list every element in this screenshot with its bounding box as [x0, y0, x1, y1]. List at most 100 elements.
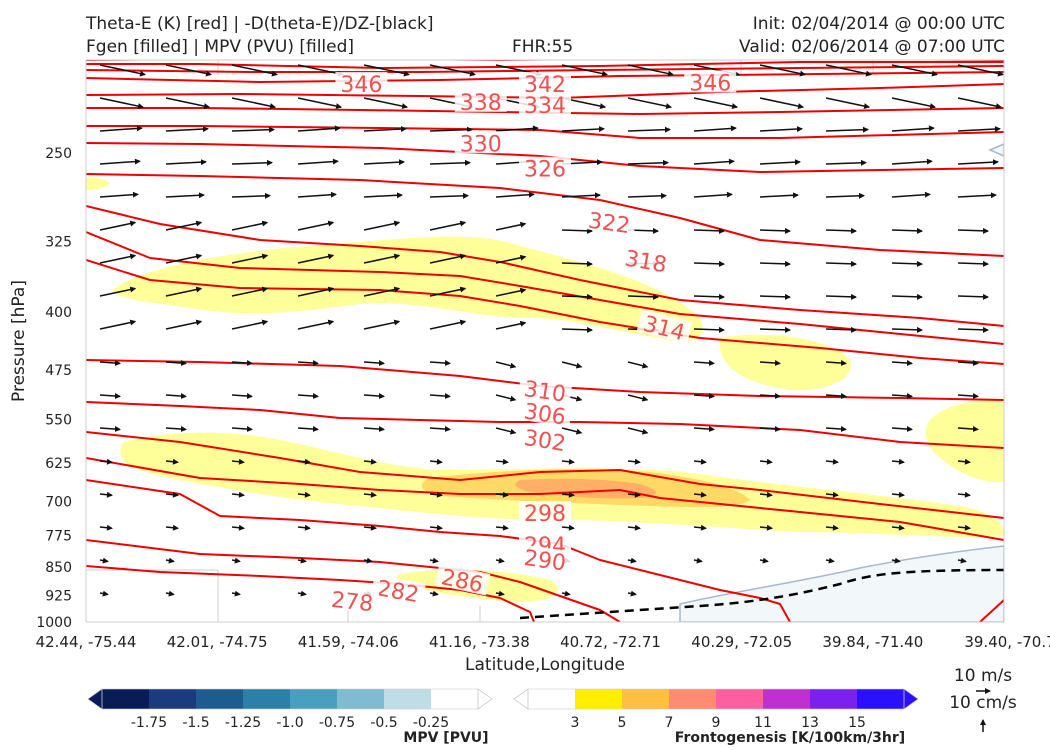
wind-vector	[429, 220, 467, 231]
colorbar-swatch	[857, 689, 905, 709]
wind-vector	[429, 491, 443, 498]
theta-e-contour	[86, 107, 1004, 115]
wind-vector	[495, 524, 509, 531]
wind-vector	[165, 393, 187, 400]
fgen-colorbar-label: Frontogenesis [K/100km/3hr]	[675, 730, 905, 746]
wind-vector	[297, 220, 335, 231]
colorbar-tick-label: -1.25	[225, 715, 261, 731]
wind-vector	[231, 393, 253, 400]
wind-vector	[627, 192, 667, 199]
wind-vector	[231, 557, 241, 564]
wind-vector	[297, 191, 337, 198]
wind-vector	[825, 97, 871, 110]
wind-vector	[495, 394, 517, 402]
wind-vector	[100, 626, 108, 627]
wind-vector	[957, 557, 967, 564]
x-axis-label: Latitude,Longitude	[465, 655, 625, 675]
wind-vector	[561, 126, 605, 133]
wind-vector	[231, 491, 245, 498]
wind-vector	[297, 158, 339, 165]
colorbar-swatch	[810, 689, 858, 709]
wind-vector	[693, 227, 725, 234]
wind-vector	[627, 458, 641, 465]
wind-vector	[957, 192, 997, 199]
wind-vector	[99, 253, 137, 264]
theta-e-label-bg	[335, 72, 388, 95]
theta-e-label: 278	[330, 588, 374, 617]
wind-vector	[957, 126, 1001, 133]
wind-vector	[297, 393, 319, 400]
wind-vector	[561, 491, 575, 498]
wind-vector	[99, 97, 145, 110]
wind-vector	[165, 64, 212, 77]
theta-e-label: 298	[524, 502, 566, 527]
wind-vector	[297, 557, 307, 564]
wind-vector	[364, 626, 372, 627]
fgen-region-right2	[925, 400, 1004, 483]
wind-key-w-label: 10 cm/s	[949, 693, 1017, 713]
colorbar-tick-label: 9	[712, 715, 721, 731]
wind-vector	[165, 360, 187, 367]
y-tick-label: 925	[45, 589, 72, 605]
wind-vector	[891, 260, 923, 267]
wind-vector	[231, 159, 273, 166]
wind-vector	[561, 260, 593, 267]
wind-vector	[561, 458, 575, 465]
wind-vector	[759, 360, 781, 367]
y-tick-label: 250	[45, 146, 72, 162]
y-tick-label: 775	[45, 529, 72, 545]
wind-vector	[627, 64, 674, 77]
wind-vector	[297, 524, 311, 531]
theta-e-contour	[86, 431, 1004, 519]
wind-vector	[693, 557, 703, 564]
wind-vector	[561, 524, 575, 531]
wind-vector	[825, 293, 857, 300]
init-time: Init: 02/04/2014 @ 00:00 UTC	[752, 14, 1005, 34]
wind-vector	[825, 159, 867, 166]
wind-vector	[363, 192, 403, 199]
wind-vector	[231, 426, 253, 433]
wind-vector	[231, 126, 275, 133]
wind-vector	[825, 426, 847, 433]
theta-e-contour	[979, 599, 1004, 622]
y-axis-ticks: 250 325 400 475 550 625 700 775 850 925 1000	[36, 146, 72, 631]
wind-vector	[957, 326, 989, 333]
colorbar-extend-right	[477, 688, 493, 710]
wind-vector	[891, 524, 905, 531]
wind-vector	[891, 458, 905, 465]
theta-e-label-bg	[519, 92, 571, 115]
colorbar-extend-left	[87, 688, 103, 710]
theta-e-contour	[86, 457, 1004, 541]
theta-e-label-bg	[582, 206, 637, 236]
theta-e-contour	[86, 65, 1004, 73]
wind-vector	[759, 524, 773, 531]
theta-e-label-bg	[519, 156, 571, 179]
y-tick-label: 400	[45, 305, 72, 321]
wind-vector	[627, 427, 649, 435]
wind-vector	[627, 159, 669, 166]
colorbar-tick-label: 3	[571, 715, 580, 731]
wind-vector	[891, 393, 913, 400]
theta-e-label: 346	[689, 71, 731, 96]
wind-vector	[693, 491, 707, 498]
wind-vector	[165, 458, 179, 465]
wind-vector	[297, 125, 341, 132]
wind-vector	[231, 64, 278, 77]
wind-vector	[693, 426, 715, 433]
theta-e-label-bg	[370, 574, 426, 606]
x-tick-label: 41.59, -74.06	[298, 633, 399, 651]
wind-vector	[99, 458, 113, 465]
theta-e-label-bg	[684, 70, 737, 93]
ddz-theta-e-dashed-contour	[519, 568, 1004, 620]
wind-key-u-label: 10 m/s	[954, 666, 1012, 686]
wind-vector	[165, 590, 175, 597]
x-tick-label: 39.40, -70.7	[964, 633, 1050, 651]
wind-vector	[165, 557, 175, 564]
wind-vector	[429, 426, 451, 433]
colorbar-swatch	[528, 689, 576, 709]
colorbar-tick-label: -0.25	[413, 715, 449, 731]
wind-vector	[99, 319, 137, 330]
wind-vector	[429, 590, 439, 597]
theta-e-label: 346	[340, 73, 382, 98]
